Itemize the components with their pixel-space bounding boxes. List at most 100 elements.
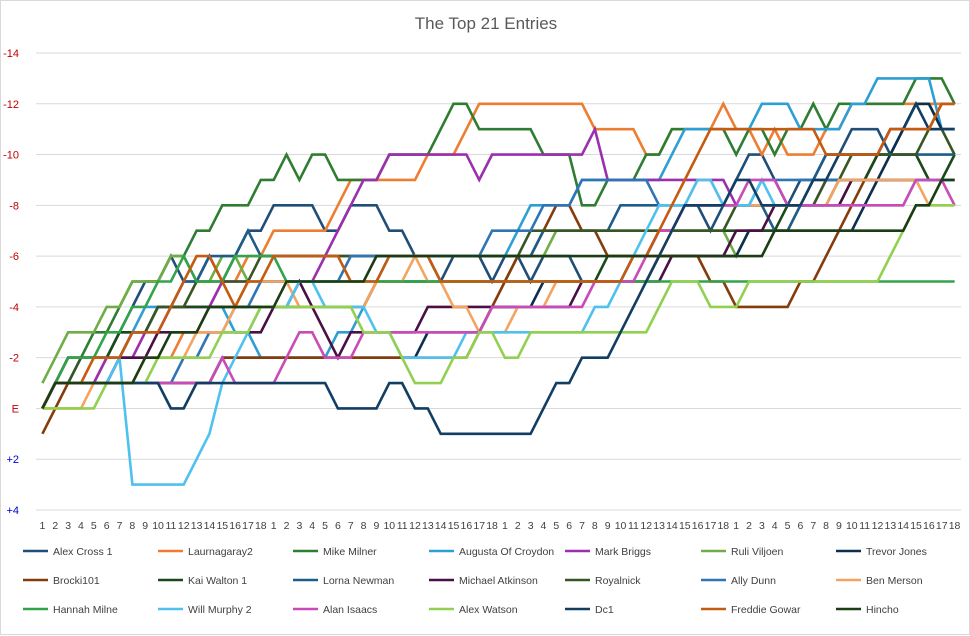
x-tick-label: 7 bbox=[579, 520, 585, 532]
y-tick-label: E bbox=[12, 403, 19, 415]
x-tick-label: 8 bbox=[823, 520, 829, 532]
x-tick-label: 15 bbox=[679, 520, 691, 532]
x-tick-label: 5 bbox=[553, 520, 559, 532]
x-tick-label: 18 bbox=[255, 520, 267, 532]
x-tick-label: 13 bbox=[422, 520, 434, 532]
x-tick-label: 17 bbox=[936, 520, 948, 532]
x-tick-label: 5 bbox=[91, 520, 97, 532]
y-tick-label: -8 bbox=[9, 200, 19, 212]
x-tick-label: 11 bbox=[628, 520, 639, 532]
legend-label: Alan Isaacs bbox=[323, 604, 377, 616]
x-tick-label: 12 bbox=[640, 520, 652, 532]
series-line-16 bbox=[41, 178, 956, 409]
x-tick-label: 15 bbox=[448, 520, 460, 532]
x-tick-label: 4 bbox=[541, 520, 547, 532]
x-tick-label: 2 bbox=[515, 520, 521, 532]
x-tick-label: 11 bbox=[165, 520, 176, 532]
legend-label: Will Murphy 2 bbox=[188, 604, 252, 616]
y-tick-label: -6 bbox=[9, 251, 19, 263]
legend-label: Ben Merson bbox=[866, 575, 923, 587]
x-tick-label: 16 bbox=[923, 520, 935, 532]
x-tick-label: 18 bbox=[717, 520, 729, 532]
x-tick-label: 9 bbox=[605, 520, 611, 532]
y-tick-label: -4 bbox=[9, 302, 19, 314]
series-lines bbox=[41, 77, 956, 486]
legend-label: Royalnick bbox=[595, 575, 641, 587]
series-line-2 bbox=[41, 77, 956, 409]
x-tick-label: 3 bbox=[759, 520, 765, 532]
legend-label: Laurnagaray2 bbox=[188, 546, 253, 558]
x-tick-label: 10 bbox=[615, 520, 627, 532]
x-tick-label: 17 bbox=[242, 520, 254, 532]
x-tick-label: 3 bbox=[528, 520, 534, 532]
x-tick-label: 6 bbox=[566, 520, 572, 532]
x-tick-label: 7 bbox=[348, 520, 354, 532]
x-tick-label: 3 bbox=[65, 520, 71, 532]
x-tick-label: 9 bbox=[836, 520, 842, 532]
y-tick-label: -2 bbox=[9, 353, 19, 365]
x-tick-label: 16 bbox=[692, 520, 704, 532]
x-tick-label: 4 bbox=[78, 520, 84, 532]
legend-label: Hincho bbox=[866, 604, 899, 616]
x-tick-label: 10 bbox=[383, 520, 395, 532]
x-tick-label: 3 bbox=[296, 520, 302, 532]
x-tick-label: 14 bbox=[897, 520, 909, 532]
x-tick-label: 2 bbox=[746, 520, 752, 532]
legend-label: Brocki101 bbox=[53, 575, 100, 587]
series-line-18 bbox=[41, 100, 955, 436]
x-tick-label: 15 bbox=[910, 520, 922, 532]
x-tick-label: 8 bbox=[361, 520, 367, 532]
x-tick-label: 17 bbox=[473, 520, 485, 532]
x-tick-label: 1 bbox=[502, 520, 508, 532]
x-tick-label: 5 bbox=[785, 520, 791, 532]
x-tick-label: 11 bbox=[397, 520, 408, 532]
x-tick-label: 7 bbox=[810, 520, 816, 532]
x-tick-label: 8 bbox=[592, 520, 598, 532]
x-tick-label: 6 bbox=[104, 520, 110, 532]
x-tick-label: 8 bbox=[129, 520, 135, 532]
x-tick-label: 17 bbox=[705, 520, 717, 532]
x-tick-label: 9 bbox=[142, 520, 148, 532]
x-tick-label: 10 bbox=[152, 520, 164, 532]
x-tick-label: 15 bbox=[216, 520, 228, 532]
legend-label: Mike Milner bbox=[323, 546, 377, 558]
legend-label: Alex Cross 1 bbox=[53, 546, 113, 558]
y-tick-label: -14 bbox=[3, 48, 19, 60]
x-tick-label: 6 bbox=[335, 520, 341, 532]
x-tick-label: 12 bbox=[872, 520, 884, 532]
x-tick-label: 5 bbox=[322, 520, 328, 532]
x-tick-label: 4 bbox=[772, 520, 778, 532]
x-tick-label: 14 bbox=[204, 520, 216, 532]
x-tick-label: 1 bbox=[271, 520, 277, 532]
y-tick-label: +2 bbox=[6, 454, 19, 466]
x-tick-label: 4 bbox=[309, 520, 315, 532]
x-axis-ticks: 1 2 3 4 5 6 7 8 9 10 11 12 13 14 15 16 17 18 1 2 3 4 5 6 7 8 9 10 11… bbox=[40, 520, 961, 532]
legend-label: Hannah Milne bbox=[53, 604, 118, 616]
x-tick-label: 1 bbox=[40, 520, 46, 532]
legend-label: Dc1 bbox=[595, 604, 614, 616]
x-tick-label: 18 bbox=[486, 520, 498, 532]
x-tick-label: 12 bbox=[178, 520, 190, 532]
x-tick-label: 13 bbox=[191, 520, 203, 532]
x-tick-label: 1 bbox=[733, 520, 739, 532]
x-tick-label: 14 bbox=[435, 520, 447, 532]
x-tick-label: 14 bbox=[666, 520, 678, 532]
y-tick-label: +4 bbox=[6, 505, 19, 517]
x-tick-label: 9 bbox=[374, 520, 380, 532]
x-tick-label: 6 bbox=[797, 520, 803, 532]
x-tick-label: 12 bbox=[409, 520, 421, 532]
legend-label: Freddie Gowar bbox=[731, 604, 801, 616]
legend-label: Kai Walton 1 bbox=[188, 575, 247, 587]
x-tick-label: 18 bbox=[949, 520, 961, 532]
legend-label: Ruli Viljoen bbox=[731, 546, 783, 558]
x-tick-label: 10 bbox=[846, 520, 858, 532]
y-tick-label: -10 bbox=[3, 150, 19, 162]
legend-label: Ally Dunn bbox=[731, 575, 776, 587]
series-line-19 bbox=[41, 102, 955, 409]
x-tick-label: 16 bbox=[461, 520, 473, 532]
legend-label: Lorna Newman bbox=[323, 575, 394, 587]
series-line-20 bbox=[41, 178, 955, 409]
legend-label: Michael Atkinson bbox=[459, 575, 538, 587]
